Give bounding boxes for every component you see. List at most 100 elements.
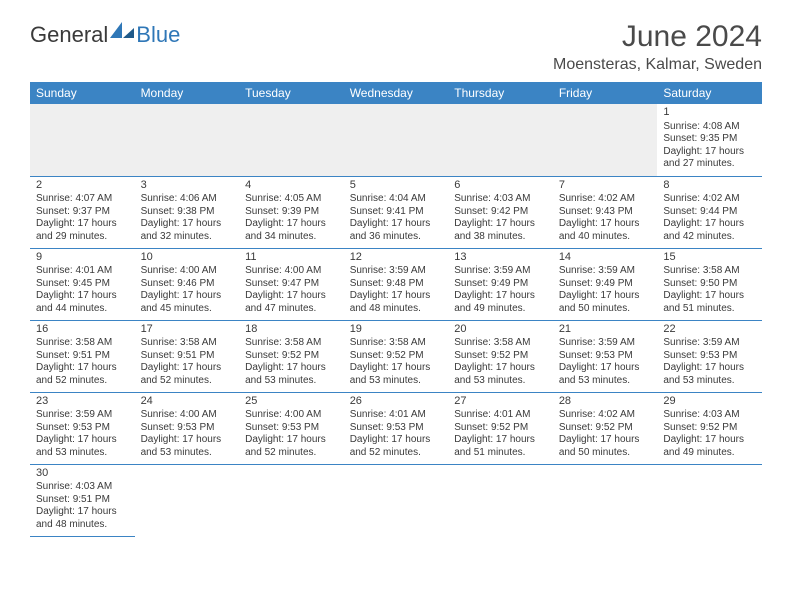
sunset-text: Sunset: 9:52 PM (663, 422, 756, 435)
sunrise-text: Sunrise: 4:01 AM (350, 409, 443, 422)
daylight-text: Daylight: 17 hours and 34 minutes. (245, 218, 338, 243)
sunset-text: Sunset: 9:35 PM (663, 133, 756, 146)
sunset-text: Sunset: 9:52 PM (245, 350, 338, 363)
calendar-day-cell (239, 104, 344, 176)
calendar-day-cell: 3Sunrise: 4:06 AMSunset: 9:38 PMDaylight… (135, 176, 240, 248)
sunset-text: Sunset: 9:50 PM (663, 278, 756, 291)
sunset-text: Sunset: 9:52 PM (559, 422, 652, 435)
sunset-text: Sunset: 9:51 PM (141, 350, 234, 363)
sunset-text: Sunset: 9:47 PM (245, 278, 338, 291)
calendar-day-cell: 28Sunrise: 4:02 AMSunset: 9:52 PMDayligh… (553, 392, 658, 464)
day-number: 7 (559, 179, 652, 193)
calendar-day-cell (553, 104, 658, 176)
sunset-text: Sunset: 9:53 PM (559, 350, 652, 363)
day-number: 26 (350, 395, 443, 409)
daylight-text: Daylight: 17 hours and 27 minutes. (663, 146, 756, 171)
weekday-header: Saturday (657, 82, 762, 104)
daylight-text: Daylight: 17 hours and 32 minutes. (141, 218, 234, 243)
calendar-week-row: 16Sunrise: 3:58 AMSunset: 9:51 PMDayligh… (30, 320, 762, 392)
daylight-text: Daylight: 17 hours and 53 minutes. (663, 362, 756, 387)
calendar-day-cell (448, 464, 553, 536)
calendar-week-row: 2Sunrise: 4:07 AMSunset: 9:37 PMDaylight… (30, 176, 762, 248)
sunset-text: Sunset: 9:49 PM (454, 278, 547, 291)
calendar-day-cell (239, 464, 344, 536)
calendar-day-cell: 16Sunrise: 3:58 AMSunset: 9:51 PMDayligh… (30, 320, 135, 392)
calendar-day-cell: 27Sunrise: 4:01 AMSunset: 9:52 PMDayligh… (448, 392, 553, 464)
day-number: 21 (559, 323, 652, 337)
sunset-text: Sunset: 9:44 PM (663, 206, 756, 219)
day-number: 8 (663, 179, 756, 193)
daylight-text: Daylight: 17 hours and 40 minutes. (559, 218, 652, 243)
day-number: 30 (36, 467, 129, 481)
sunset-text: Sunset: 9:42 PM (454, 206, 547, 219)
calendar-day-cell: 30Sunrise: 4:03 AMSunset: 9:51 PMDayligh… (30, 464, 135, 536)
sunset-text: Sunset: 9:37 PM (36, 206, 129, 219)
calendar-day-cell: 9Sunrise: 4:01 AMSunset: 9:45 PMDaylight… (30, 248, 135, 320)
daylight-text: Daylight: 17 hours and 53 minutes. (245, 362, 338, 387)
sunset-text: Sunset: 9:52 PM (350, 350, 443, 363)
daylight-text: Daylight: 17 hours and 36 minutes. (350, 218, 443, 243)
location: Moensteras, Kalmar, Sweden (553, 56, 762, 74)
sunrise-text: Sunrise: 3:59 AM (454, 265, 547, 278)
sunrise-text: Sunrise: 3:59 AM (559, 265, 652, 278)
calendar-table: Sunday Monday Tuesday Wednesday Thursday… (30, 82, 762, 537)
sunrise-text: Sunrise: 3:58 AM (141, 337, 234, 350)
sunrise-text: Sunrise: 4:00 AM (245, 409, 338, 422)
weekday-header: Tuesday (239, 82, 344, 104)
calendar-day-cell: 25Sunrise: 4:00 AMSunset: 9:53 PMDayligh… (239, 392, 344, 464)
daylight-text: Daylight: 17 hours and 29 minutes. (36, 218, 129, 243)
daylight-text: Daylight: 17 hours and 51 minutes. (663, 290, 756, 315)
sunrise-text: Sunrise: 4:01 AM (454, 409, 547, 422)
day-number: 1 (663, 106, 756, 120)
daylight-text: Daylight: 17 hours and 42 minutes. (663, 218, 756, 243)
calendar-day-cell: 18Sunrise: 3:58 AMSunset: 9:52 PMDayligh… (239, 320, 344, 392)
sunrise-text: Sunrise: 4:03 AM (36, 481, 129, 494)
calendar-day-cell (448, 104, 553, 176)
logo-text-1: General (30, 22, 108, 48)
calendar-day-cell: 20Sunrise: 3:58 AMSunset: 9:52 PMDayligh… (448, 320, 553, 392)
calendar-day-cell (30, 104, 135, 176)
daylight-text: Daylight: 17 hours and 48 minutes. (36, 506, 129, 531)
daylight-text: Daylight: 17 hours and 52 minutes. (245, 434, 338, 459)
daylight-text: Daylight: 17 hours and 53 minutes. (454, 362, 547, 387)
daylight-text: Daylight: 17 hours and 52 minutes. (350, 434, 443, 459)
day-number: 24 (141, 395, 234, 409)
day-number: 12 (350, 251, 443, 265)
calendar-day-cell: 12Sunrise: 3:59 AMSunset: 9:48 PMDayligh… (344, 248, 449, 320)
sunset-text: Sunset: 9:41 PM (350, 206, 443, 219)
sunrise-text: Sunrise: 3:59 AM (559, 337, 652, 350)
sunrise-text: Sunrise: 3:58 AM (663, 265, 756, 278)
daylight-text: Daylight: 17 hours and 52 minutes. (36, 362, 129, 387)
sunset-text: Sunset: 9:38 PM (141, 206, 234, 219)
title-block: June 2024 Moensteras, Kalmar, Sweden (553, 20, 762, 74)
sunset-text: Sunset: 9:51 PM (36, 494, 129, 507)
daylight-text: Daylight: 17 hours and 38 minutes. (454, 218, 547, 243)
calendar-day-cell: 22Sunrise: 3:59 AMSunset: 9:53 PMDayligh… (657, 320, 762, 392)
sunrise-text: Sunrise: 4:00 AM (141, 409, 234, 422)
day-number: 20 (454, 323, 547, 337)
daylight-text: Daylight: 17 hours and 49 minutes. (454, 290, 547, 315)
calendar-day-cell: 26Sunrise: 4:01 AMSunset: 9:53 PMDayligh… (344, 392, 449, 464)
calendar-day-cell: 5Sunrise: 4:04 AMSunset: 9:41 PMDaylight… (344, 176, 449, 248)
sunrise-text: Sunrise: 3:58 AM (350, 337, 443, 350)
calendar-day-cell (135, 464, 240, 536)
day-number: 4 (245, 179, 338, 193)
daylight-text: Daylight: 17 hours and 47 minutes. (245, 290, 338, 315)
sunset-text: Sunset: 9:46 PM (141, 278, 234, 291)
calendar-day-cell (657, 464, 762, 536)
day-number: 23 (36, 395, 129, 409)
sunrise-text: Sunrise: 3:58 AM (245, 337, 338, 350)
sunrise-text: Sunrise: 4:07 AM (36, 193, 129, 206)
day-number: 29 (663, 395, 756, 409)
calendar-week-row: 9Sunrise: 4:01 AMSunset: 9:45 PMDaylight… (30, 248, 762, 320)
logo-sail-icon (110, 20, 136, 40)
sunrise-text: Sunrise: 4:01 AM (36, 265, 129, 278)
sunrise-text: Sunrise: 4:03 AM (454, 193, 547, 206)
daylight-text: Daylight: 17 hours and 50 minutes. (559, 290, 652, 315)
sunrise-text: Sunrise: 4:02 AM (559, 193, 652, 206)
sunset-text: Sunset: 9:45 PM (36, 278, 129, 291)
calendar-day-cell (553, 464, 658, 536)
calendar-day-cell (344, 464, 449, 536)
daylight-text: Daylight: 17 hours and 45 minutes. (141, 290, 234, 315)
day-number: 5 (350, 179, 443, 193)
